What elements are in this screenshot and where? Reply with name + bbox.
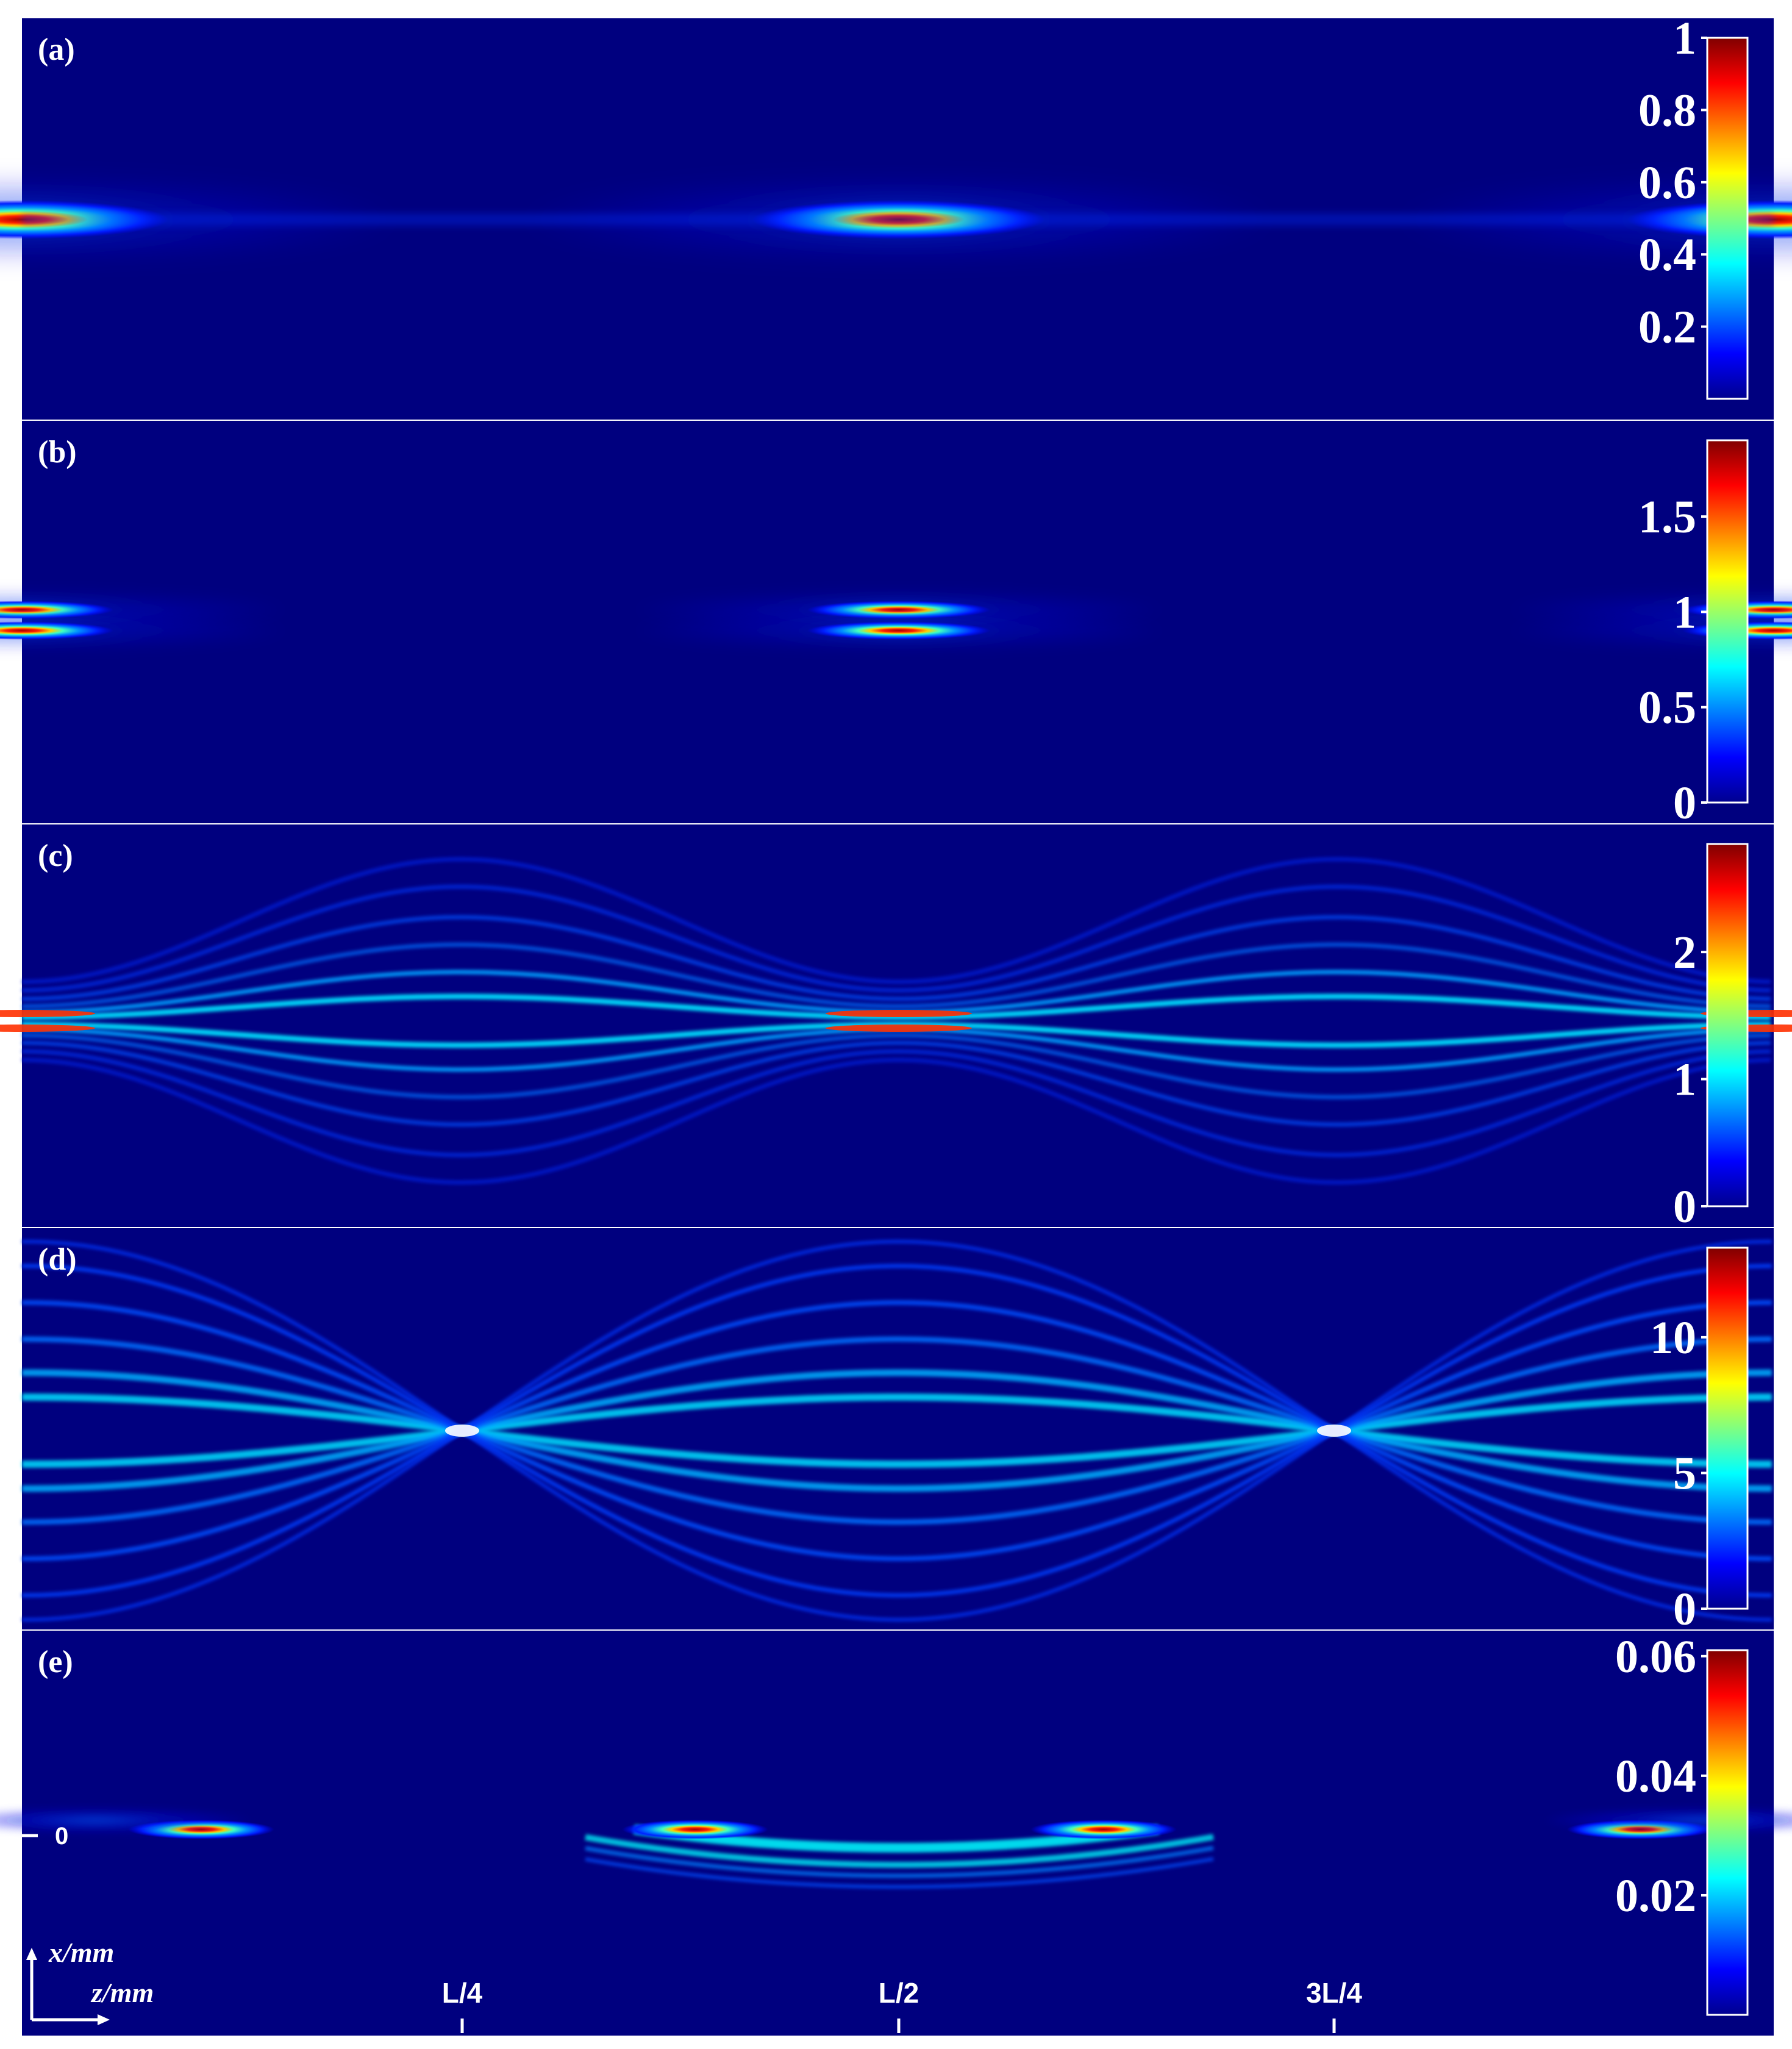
colorbar-tick-label: 0 [1673, 1181, 1696, 1232]
beam-pattern [0, 1807, 1792, 1889]
colorbar-tick-label: 0.06 [1615, 1631, 1696, 1682]
focus-lobe [807, 621, 990, 640]
focus-line [826, 1024, 972, 1032]
fringe-trace [22, 1300, 1772, 1561]
colorbar-gradient [1706, 37, 1749, 400]
ring-trace [21, 1049, 1771, 1157]
colorbar: 0.02 0.04 0.06 [1615, 1631, 1749, 2016]
fringe-trace [22, 1336, 1772, 1525]
colorbar-gradient [1706, 1246, 1749, 1610]
arc-hotspot [1030, 1820, 1177, 1839]
colorbar: 0 0.5 1 1.5 [1638, 439, 1749, 829]
ring-trace [22, 1021, 1771, 1048]
beam-pattern [0, 592, 1792, 649]
z-tick-label-three-quarter: 3L/4 [1306, 1977, 1362, 2009]
focus-halo [0, 612, 290, 649]
fringe-trace [22, 1240, 1772, 1622]
panel-label: (e) [38, 1645, 73, 1679]
arc-trace [585, 1845, 1214, 1878]
focus-line [826, 1010, 972, 1017]
beam-pattern [22, 1240, 1772, 1622]
fringe-trace [22, 1369, 1772, 1492]
focus-point [1317, 1425, 1351, 1437]
colorbar-tick-label: 1 [1673, 1054, 1696, 1106]
fringe-trace [22, 1393, 1772, 1468]
ring-trace [21, 942, 1771, 1009]
ring-trace [21, 1057, 1771, 1185]
y-axis-label: x/mm [48, 1937, 114, 1968]
panel-background [22, 1228, 1774, 1629]
colorbar: 0 1 2 [1673, 843, 1749, 1232]
colorbar-tick-label: 0.2 [1638, 302, 1696, 353]
colorbar-tick-label: 10 [1650, 1312, 1696, 1364]
panel-label: (c) [38, 839, 73, 873]
ring-trace [21, 1040, 1771, 1127]
ring-trace [21, 857, 1771, 984]
focus-lobe [0, 621, 113, 640]
colorbar-tick-label: 0.4 [1638, 229, 1696, 281]
fringe-trace [22, 1300, 1772, 1561]
heatmap-panel-3: (c) 0 1 2 [0, 824, 1792, 1232]
fringe-trace [22, 1369, 1772, 1492]
panel-label: (a) [38, 32, 75, 67]
colorbar-tick-label: 0.6 [1638, 157, 1696, 209]
x-axis-arrowhead [98, 2014, 110, 2025]
ring-trace [21, 915, 1771, 1001]
colorbar-gradient [1706, 439, 1749, 804]
focus-line [0, 1010, 95, 1017]
focus-point [445, 1425, 479, 1437]
edge-glow [0, 1807, 254, 1834]
arc-hotspot [622, 1820, 768, 1839]
colorbar-tick-label: 2 [1673, 927, 1696, 978]
ring-trace [22, 993, 1771, 1020]
colorbar: 0 5 10 [1650, 1246, 1749, 1635]
colorbar-tick-label: 0 [1673, 778, 1696, 829]
z-tick-label-half: L/2 [879, 1977, 919, 2009]
colorbar-tick-label: 0.04 [1615, 1751, 1696, 1802]
fringe-trace [22, 1240, 1772, 1622]
arc-trace [585, 1857, 1214, 1889]
colorbar-tick-label: 0.8 [1638, 85, 1696, 136]
panel-background [22, 1631, 1774, 2036]
heatmap-panel-4: (d) 0 5 10 [22, 1228, 1774, 1635]
arc-trace [585, 1834, 1214, 1868]
ring-trace [21, 884, 1771, 993]
heatmap-panel-5: 0 (e) 0.02 0.04 0.06 [0, 1631, 1792, 2036]
y-tick-label: 0 [55, 1823, 68, 1850]
heatmap-panel-1: (a) 0.2 0.4 0.6 0.8 1 [0, 13, 1792, 420]
z-tick-label-quarter: L/4 [442, 1977, 483, 2009]
colorbar-tick-label: 5 [1673, 1448, 1696, 1499]
focus-line [0, 1024, 95, 1032]
colorbar-gradient [1706, 843, 1749, 1207]
fringe-trace [22, 1264, 1772, 1598]
beam-pattern [0, 857, 1792, 1185]
beam-axis-glow [22, 213, 1774, 226]
fringe-trace [22, 1264, 1772, 1598]
fringe-trace [22, 1393, 1772, 1468]
beam-pattern [0, 177, 1792, 262]
colorbar-tick-label: 1 [1673, 587, 1696, 638]
colorbar-tick-label: 0.5 [1638, 682, 1696, 734]
colorbar-tick-label: 1 [1673, 13, 1696, 64]
colorbar-tick-label: 0 [1673, 1584, 1696, 1635]
colorbar-gradient [1706, 1649, 1749, 2016]
ring-trace [21, 1033, 1771, 1100]
panel-label: (d) [38, 1242, 77, 1277]
fringe-trace [22, 1336, 1772, 1525]
colorbar-tick-label: 1.5 [1638, 492, 1696, 543]
heatmap-panel-2: (b) 0 0.5 1 1.5 [0, 421, 1792, 829]
panels: (a) 0.2 0.4 0.6 0.8 1 (b) 0 0.5 1 1.5 (c) 0 1 2 (d) 0 5 10… [0, 13, 1792, 2036]
colorbar: 0.2 0.4 0.6 0.8 1 [1638, 13, 1749, 400]
colorbar-tick-label: 0.02 [1615, 1870, 1696, 1922]
x-axis-label: z/mm [90, 1977, 154, 2008]
axes-annotation: x/mm z/mm L/4 L/2 3L/4 [26, 1937, 1362, 2033]
y-axis-arrowhead [26, 1948, 37, 1960]
panel-label: (b) [38, 435, 77, 470]
